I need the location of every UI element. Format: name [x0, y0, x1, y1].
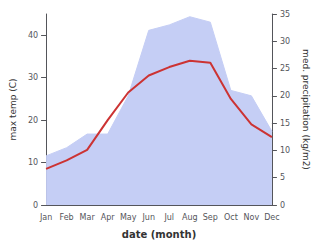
svg-text:May: May [120, 213, 137, 222]
svg-text:max temp (C): max temp (C) [8, 78, 18, 140]
svg-text:date (month): date (month) [122, 229, 196, 240]
svg-text:Feb: Feb [60, 213, 74, 222]
svg-text:30: 30 [280, 37, 290, 46]
svg-text:Aug: Aug [182, 213, 198, 222]
svg-text:10: 10 [28, 158, 38, 167]
svg-text:Jul: Jul [163, 213, 174, 222]
svg-text:Sep: Sep [203, 213, 218, 222]
svg-text:Jan: Jan [39, 213, 52, 222]
svg-text:35: 35 [280, 10, 290, 19]
svg-text:10: 10 [280, 146, 290, 155]
svg-text:25: 25 [280, 64, 290, 73]
svg-text:Oct: Oct [224, 213, 238, 222]
svg-text:Nov: Nov [244, 213, 260, 222]
svg-text:20: 20 [280, 91, 290, 100]
svg-text:15: 15 [280, 119, 290, 128]
svg-text:Mar: Mar [80, 213, 96, 222]
svg-text:Dec: Dec [264, 213, 279, 222]
svg-text:Jun: Jun [141, 213, 155, 222]
svg-text:0: 0 [33, 201, 38, 210]
svg-text:20: 20 [28, 116, 38, 125]
svg-text:40: 40 [28, 31, 38, 40]
svg-text:5: 5 [280, 173, 285, 182]
svg-text:Apr: Apr [101, 213, 116, 222]
svg-text:med. precipitation (kg/m2): med. precipitation (kg/m2) [301, 49, 311, 170]
svg-text:30: 30 [28, 73, 38, 82]
svg-text:0: 0 [280, 201, 285, 210]
